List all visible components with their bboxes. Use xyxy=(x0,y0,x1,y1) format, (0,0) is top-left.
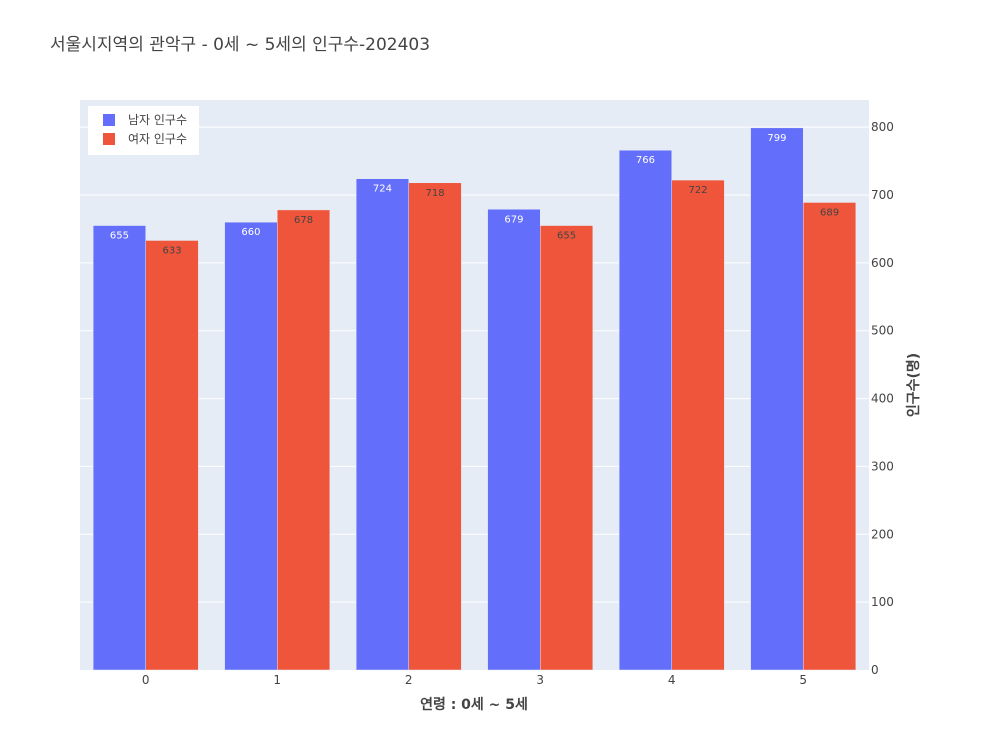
bar xyxy=(487,209,541,671)
y-axis-ticks: 0 100 200 300 400 500 600 700 800 xyxy=(871,120,894,677)
bar-value-label: 660 xyxy=(241,227,260,238)
bar xyxy=(408,182,462,671)
x-tick-label: 2 xyxy=(405,673,413,687)
x-tick-label: 5 xyxy=(799,673,807,687)
x-axis-ticks: 0 1 2 3 4 5 xyxy=(142,673,807,687)
y-tick-label: 200 xyxy=(871,527,894,541)
bar-value-label: 766 xyxy=(636,155,655,166)
bar-value-label: 655 xyxy=(557,231,576,242)
bar-value-label: 678 xyxy=(294,215,313,226)
bar xyxy=(224,221,278,671)
bar xyxy=(750,127,804,671)
bar-labels: 655 633 660 678 724 718 679 655 766 722 799 689 xyxy=(110,133,839,257)
y-tick-label: 800 xyxy=(871,120,894,134)
y-axis-title: 인구수(명) xyxy=(905,353,922,417)
legend[interactable]: 남자 인구수 여자 인구수 xyxy=(88,106,199,155)
bar-value-label: 718 xyxy=(426,188,445,199)
x-tick-label: 3 xyxy=(536,673,544,687)
y-tick-label: 0 xyxy=(871,663,879,677)
bar xyxy=(618,149,673,671)
bar-value-label: 633 xyxy=(163,245,182,256)
x-tick-label: 4 xyxy=(668,673,676,687)
y-tick-label: 600 xyxy=(871,256,894,270)
bar-value-label: 679 xyxy=(504,214,523,225)
legend-label-male[interactable]: 남자 인구수 xyxy=(128,113,187,127)
bar-value-label: 689 xyxy=(820,207,839,218)
bar xyxy=(355,178,409,671)
y-tick-label: 100 xyxy=(871,595,894,609)
bar xyxy=(277,209,331,671)
x-tick-label: 0 xyxy=(142,673,150,687)
y-tick-label: 700 xyxy=(871,188,894,202)
legend-label-female[interactable]: 여자 인구수 xyxy=(128,132,187,146)
y-tick-label: 300 xyxy=(871,459,894,473)
legend-swatch-female[interactable] xyxy=(103,133,115,145)
gridlines xyxy=(80,126,869,603)
x-tick-label: 1 xyxy=(273,673,281,687)
bar xyxy=(803,202,857,671)
chart-title: 서울시지역의 관악구 - 0세 ~ 5세의 인구수-202403 xyxy=(50,35,430,55)
x-axis-title: 연령 : 0세 ~ 5세 xyxy=(420,697,528,713)
bars xyxy=(92,127,857,671)
bar xyxy=(145,240,199,671)
bar xyxy=(671,179,725,671)
bar-value-label: 655 xyxy=(110,231,129,242)
bar xyxy=(540,225,594,671)
legend-swatch-male[interactable] xyxy=(103,114,115,126)
y-tick-label: 400 xyxy=(871,392,894,406)
bar xyxy=(92,225,146,671)
bar-value-label: 722 xyxy=(689,185,708,196)
y-tick-label: 500 xyxy=(871,324,894,338)
bar-value-label: 724 xyxy=(373,184,392,195)
bar-value-label: 799 xyxy=(767,133,786,144)
